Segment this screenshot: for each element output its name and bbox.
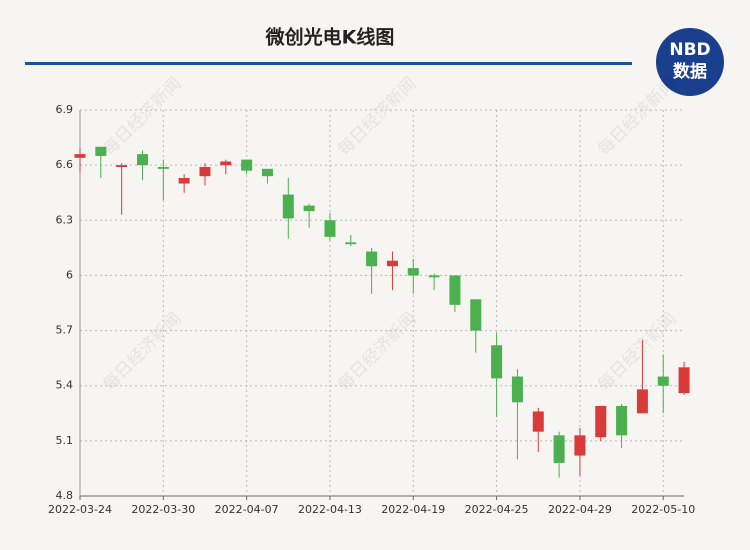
- candle-body: [116, 165, 128, 167]
- candle-body: [303, 205, 315, 212]
- x-tick-label: 2022-04-07: [215, 503, 279, 516]
- x-tick-label: 2022-04-25: [465, 503, 529, 516]
- candle-body: [220, 161, 232, 166]
- y-tick-label: 6: [66, 268, 73, 281]
- candle-body: [428, 275, 440, 278]
- candle-body: [324, 220, 336, 237]
- logo-text: NBD: [669, 40, 710, 60]
- candle-body: [261, 168, 273, 177]
- candle-body: [345, 242, 357, 245]
- x-tick-label: 2022-04-13: [298, 503, 362, 516]
- candle-body: [449, 275, 461, 305]
- candle-body: [470, 299, 482, 331]
- logo-text: 数据: [673, 61, 707, 82]
- candle-body: [553, 435, 565, 463]
- candle-body: [386, 260, 398, 267]
- candle-body: [532, 411, 544, 432]
- y-tick-label: 6.6: [56, 158, 74, 171]
- candle-body: [95, 146, 107, 156]
- candle-body: [178, 178, 190, 184]
- candle-body: [491, 345, 503, 379]
- y-tick-label: 4.8: [56, 489, 74, 502]
- x-tick-label: 2022-04-19: [381, 503, 445, 516]
- y-tick-label: 5.4: [56, 379, 74, 392]
- candle-body: [407, 268, 419, 276]
- candle-body: [199, 166, 211, 177]
- candle-body: [616, 405, 628, 436]
- y-tick-label: 5.1: [56, 434, 74, 447]
- candle-body: [595, 405, 607, 438]
- candle-body: [657, 376, 669, 386]
- y-tick-label: 6.9: [56, 103, 74, 116]
- candle-body: [241, 159, 253, 171]
- candle-body: [366, 251, 378, 267]
- candle-body: [74, 154, 86, 158]
- candle-body: [574, 435, 586, 456]
- x-tick-label: 2022-05-10: [631, 503, 695, 516]
- candle-body: [636, 389, 648, 414]
- candle-body: [678, 367, 690, 394]
- title-rule: [25, 62, 632, 65]
- candle-body: [157, 166, 169, 169]
- candle-body: [136, 154, 148, 166]
- candle-body: [282, 194, 294, 219]
- x-tick-label: 2022-03-30: [131, 503, 195, 516]
- y-tick-label: 6.3: [56, 213, 74, 226]
- chart-title: 微创光电K线图: [265, 26, 395, 49]
- logo: [656, 28, 724, 96]
- y-tick-label: 5.7: [56, 324, 74, 337]
- x-tick-label: 2022-04-29: [548, 503, 612, 516]
- candle-body: [511, 376, 523, 403]
- x-tick-label: 2022-03-24: [48, 503, 112, 516]
